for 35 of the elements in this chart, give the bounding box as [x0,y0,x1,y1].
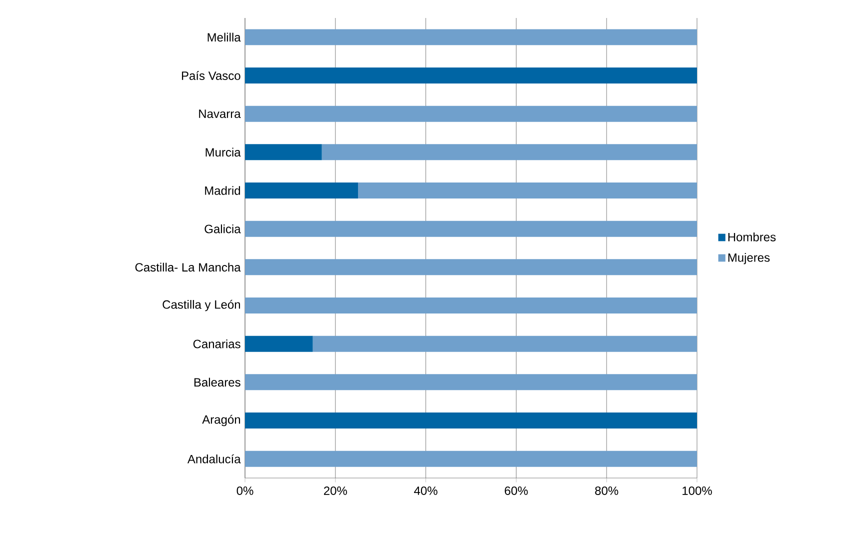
x-tick-label: 40% [414,486,438,495]
x-tick-label: 100% [682,486,712,495]
bar [322,144,698,160]
y-tick-label: Aragón [202,414,240,426]
y-tick-label: Madrid [205,186,240,195]
bar [245,68,698,84]
bar [245,220,698,237]
y-tick-label: Castilla y León [162,300,240,312]
y-tick-label: Melilla [208,32,241,42]
bar [245,29,698,46]
x-tick-label: 0% [236,486,254,495]
y-tick-label: Castilla- La Mancha [135,262,241,272]
y-tick-label: Canarias [193,339,240,348]
x-tick-label: 60% [504,486,528,495]
bar [245,412,698,429]
bar [245,336,313,352]
bar [312,336,698,352]
bar [245,259,698,276]
bar [245,144,322,160]
y-tick-label: País Vasco [182,71,240,80]
bar [245,106,698,122]
bar [245,450,698,467]
y-tick-label: Andalucía [187,454,241,464]
y-tick-label: Murcia [206,148,241,157]
bar [358,182,698,199]
legend-label: Mujeres [728,253,770,264]
y-tick-label: Baleares [194,378,240,387]
bar [245,298,698,314]
y-tick-label: Navarra [199,110,241,118]
bar [245,182,358,199]
x-tick-label: 80% [595,486,618,495]
x-tick-label: 20% [324,486,347,495]
bar [245,374,698,390]
legend-label: Hombres [728,232,776,242]
y-tick-label: Galicia [204,224,241,234]
